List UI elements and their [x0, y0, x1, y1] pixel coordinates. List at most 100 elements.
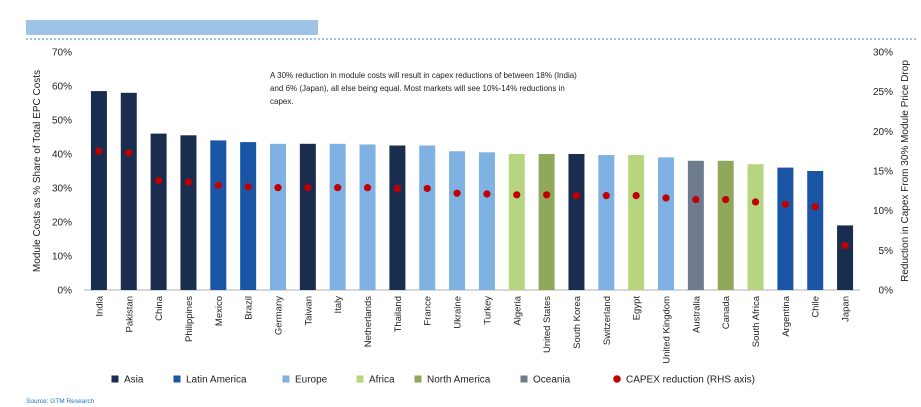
left-tick-label: 20% — [52, 218, 72, 229]
bar — [389, 145, 406, 290]
bar — [777, 167, 794, 290]
category-label: Italy — [333, 296, 344, 314]
category-label: Philippines — [184, 296, 195, 342]
legend-swatch — [520, 375, 528, 383]
category-label: Mexico — [214, 296, 225, 326]
capex-point — [304, 184, 312, 192]
capex-point — [155, 176, 163, 185]
annotation-line-1: A 30% reduction in module costs will res… — [270, 71, 577, 80]
legend-label: CAPEX reduction (RHS axis) — [626, 375, 755, 386]
bar — [747, 164, 764, 290]
annotation-line-3: capex. — [270, 97, 294, 106]
legend-swatch — [414, 375, 422, 383]
annotation: A 30% reduction in module costs will res… — [270, 71, 577, 106]
capex-point — [781, 200, 789, 208]
left-tick-label: 70% — [52, 48, 72, 59]
category-label: United Kingdom — [662, 296, 673, 364]
bar — [210, 140, 227, 290]
bar — [628, 155, 645, 290]
capex-point — [751, 198, 760, 206]
category-label: South Africa — [751, 295, 762, 347]
category-labels: India Pakistan China Philippines Mexico Brazi… — [94, 295, 851, 363]
bar-series — [90, 91, 854, 290]
right-tick-label: 25% — [873, 87, 893, 98]
right-tick-label: 20% — [873, 127, 893, 138]
capex-point — [543, 191, 551, 199]
category-label: Thailand — [393, 296, 404, 332]
bar — [687, 160, 704, 290]
legend-label: North America — [427, 375, 491, 386]
capex-point — [513, 191, 521, 199]
right-tick-label: 0% — [879, 286, 894, 297]
capex-point — [363, 184, 372, 192]
bar — [717, 160, 734, 290]
category-label: Switzerland — [602, 296, 613, 345]
capex-point — [95, 147, 103, 155]
legend-label: Oceania — [533, 375, 571, 386]
right-tick-label: 10% — [873, 206, 893, 217]
left-tick-label: 40% — [52, 150, 72, 161]
capex-point — [184, 178, 193, 186]
category-label: Netherlands — [363, 296, 374, 347]
source-note: Source: GTM Research — [26, 398, 95, 405]
category-label: United States — [542, 296, 553, 353]
capex-point — [602, 191, 610, 200]
right-tick-label: 30% — [873, 48, 893, 59]
category-label: Germany — [274, 296, 285, 335]
capex-point — [572, 191, 581, 200]
legend-label: Europe — [295, 375, 328, 386]
header-accent-bar — [26, 20, 318, 35]
category-label: South Korea — [572, 295, 583, 349]
capex-point — [722, 195, 730, 204]
bar — [658, 157, 674, 290]
bar — [180, 135, 197, 290]
capex-point — [274, 184, 282, 192]
category-label: Australia — [691, 295, 702, 333]
left-axis-title: Module Costs as % Share of Total EPC Cos… — [32, 70, 43, 272]
left-axis-ticks: 0% 10% 20% 30% 40% 50% 60% 70% — [52, 48, 72, 297]
bar — [120, 92, 137, 290]
bar — [508, 154, 525, 290]
legend-swatch — [173, 375, 181, 383]
category-label: Egypt — [632, 296, 643, 321]
capex-point — [632, 191, 640, 200]
capex-points — [95, 147, 849, 250]
capex-point — [214, 181, 222, 189]
bar — [478, 152, 495, 290]
bar — [299, 143, 316, 290]
left-tick-label: 60% — [52, 82, 72, 93]
category-label: China — [154, 295, 165, 321]
bar — [837, 225, 854, 290]
category-label: France — [423, 296, 434, 326]
bar — [538, 154, 555, 290]
capex-point — [453, 189, 461, 197]
legend: Asia Latin America Europe Africa North Ameri… — [111, 375, 755, 386]
capex-point — [841, 241, 849, 250]
right-tick-label: 5% — [879, 246, 894, 257]
bar — [270, 143, 286, 290]
legend-label: Asia — [124, 375, 144, 386]
bar — [807, 171, 824, 290]
category-label: Algeria — [512, 295, 523, 325]
category-label: Canada — [721, 295, 732, 329]
legend-label: Latin America — [186, 375, 247, 386]
category-label: Chile — [811, 296, 822, 318]
right-tick-label: 15% — [873, 167, 893, 178]
left-tick-label: 10% — [52, 252, 72, 263]
capex-point — [692, 195, 700, 204]
bar — [240, 142, 257, 290]
bar — [449, 151, 466, 290]
category-label: Brazil — [244, 296, 255, 320]
left-tick-label: 30% — [52, 184, 72, 195]
legend-label: Africa — [369, 375, 395, 386]
annotation-line-2: and 6% (Japan), all else being equal. Mo… — [270, 84, 565, 93]
capex-point — [393, 184, 401, 193]
category-label: India — [94, 295, 105, 316]
bar — [568, 154, 585, 290]
left-tick-label: 50% — [52, 116, 72, 127]
legend-swatch — [282, 375, 290, 383]
capex-point — [423, 184, 431, 193]
right-axis-title: Reduction in Capex From 30% Module Price… — [900, 60, 911, 282]
legend-swatch — [356, 375, 364, 383]
